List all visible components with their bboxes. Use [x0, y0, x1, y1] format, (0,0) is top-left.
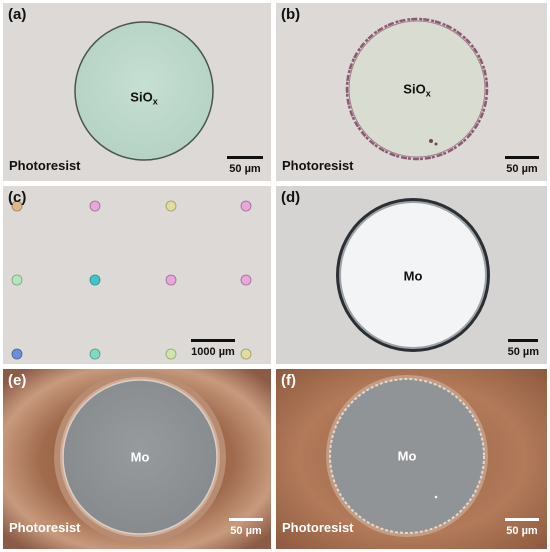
panel-d: (d) Mo 50 µm: [276, 186, 547, 364]
sio-label: SiOx: [130, 90, 157, 107]
dot: [240, 348, 252, 360]
scale-bar-text: 50 µm: [229, 163, 261, 175]
panel-e: (e) Mo Photoresist 50 µm: [3, 369, 271, 549]
panel-c-image: [3, 186, 271, 364]
dot: [89, 348, 101, 360]
panel-b-image: [276, 3, 547, 181]
photoresist-label: Photoresist: [9, 158, 81, 173]
photoresist-label: Photoresist: [282, 158, 354, 173]
panel-e-label: (e): [8, 372, 27, 389]
scale-bar: 1000 µm: [191, 339, 235, 358]
scale-bar-line: [505, 518, 539, 521]
dot: [165, 200, 177, 212]
dot: [11, 274, 23, 286]
panel-b-label: (b): [281, 6, 301, 23]
mo-label: Mo: [130, 449, 150, 465]
panel-f-label: (f): [281, 372, 296, 389]
panel-f: (f) Mo Photoresist 50 µm: [276, 369, 547, 549]
mo-label: Mo: [397, 448, 417, 464]
panel-a-image: [3, 3, 271, 181]
panel-a: (a) SiOx Photoresist 50 µm: [3, 3, 271, 181]
scale-bar-text: 50 µm: [506, 525, 538, 537]
scale-bar-line: [505, 156, 539, 159]
sio-subscript: x: [425, 88, 431, 99]
scale-bar: 50 µm: [229, 518, 263, 537]
panel-e-image: [3, 369, 271, 549]
panel-c: (c) 1000 µm: [3, 186, 271, 364]
panel-f-image: [276, 369, 547, 549]
panel-a-label: (a): [8, 6, 27, 23]
scale-bar-line: [191, 339, 235, 342]
scale-bar: 50 µm: [505, 156, 539, 175]
sio-text: SiO: [130, 89, 153, 105]
sio-subscript: x: [152, 96, 158, 107]
sio-label: SiOx: [403, 82, 430, 99]
panel-d-image: [276, 186, 547, 364]
scale-bar-line: [229, 518, 263, 521]
mo-label: Mo: [403, 268, 423, 284]
scale-bar-text: 1000 µm: [191, 346, 235, 358]
dot: [240, 200, 252, 212]
scale-bar: 50 µm: [508, 339, 539, 358]
scale-bar-line: [508, 339, 539, 342]
scale-bar-text: 50 µm: [230, 525, 262, 537]
panel-b: (b) SiOx Photoresist 50 µm: [276, 3, 547, 181]
scale-bar-text: 50 µm: [507, 346, 539, 358]
dot: [165, 348, 177, 360]
dot: [165, 274, 177, 286]
photoresist-label: Photoresist: [9, 520, 81, 535]
dot: [11, 348, 23, 360]
scale-bar: 50 µm: [505, 518, 539, 537]
scale-bar-line: [227, 156, 263, 159]
dot: [240, 274, 252, 286]
panel-c-label: (c): [8, 189, 27, 206]
scale-bar: 50 µm: [227, 156, 263, 175]
sio-text: SiO: [403, 81, 426, 97]
photoresist-label: Photoresist: [282, 520, 354, 535]
scale-bar-text: 50 µm: [506, 163, 538, 175]
dot: [11, 200, 23, 212]
dot: [89, 274, 101, 286]
dot: [89, 200, 101, 212]
panel-d-label: (d): [281, 189, 301, 206]
